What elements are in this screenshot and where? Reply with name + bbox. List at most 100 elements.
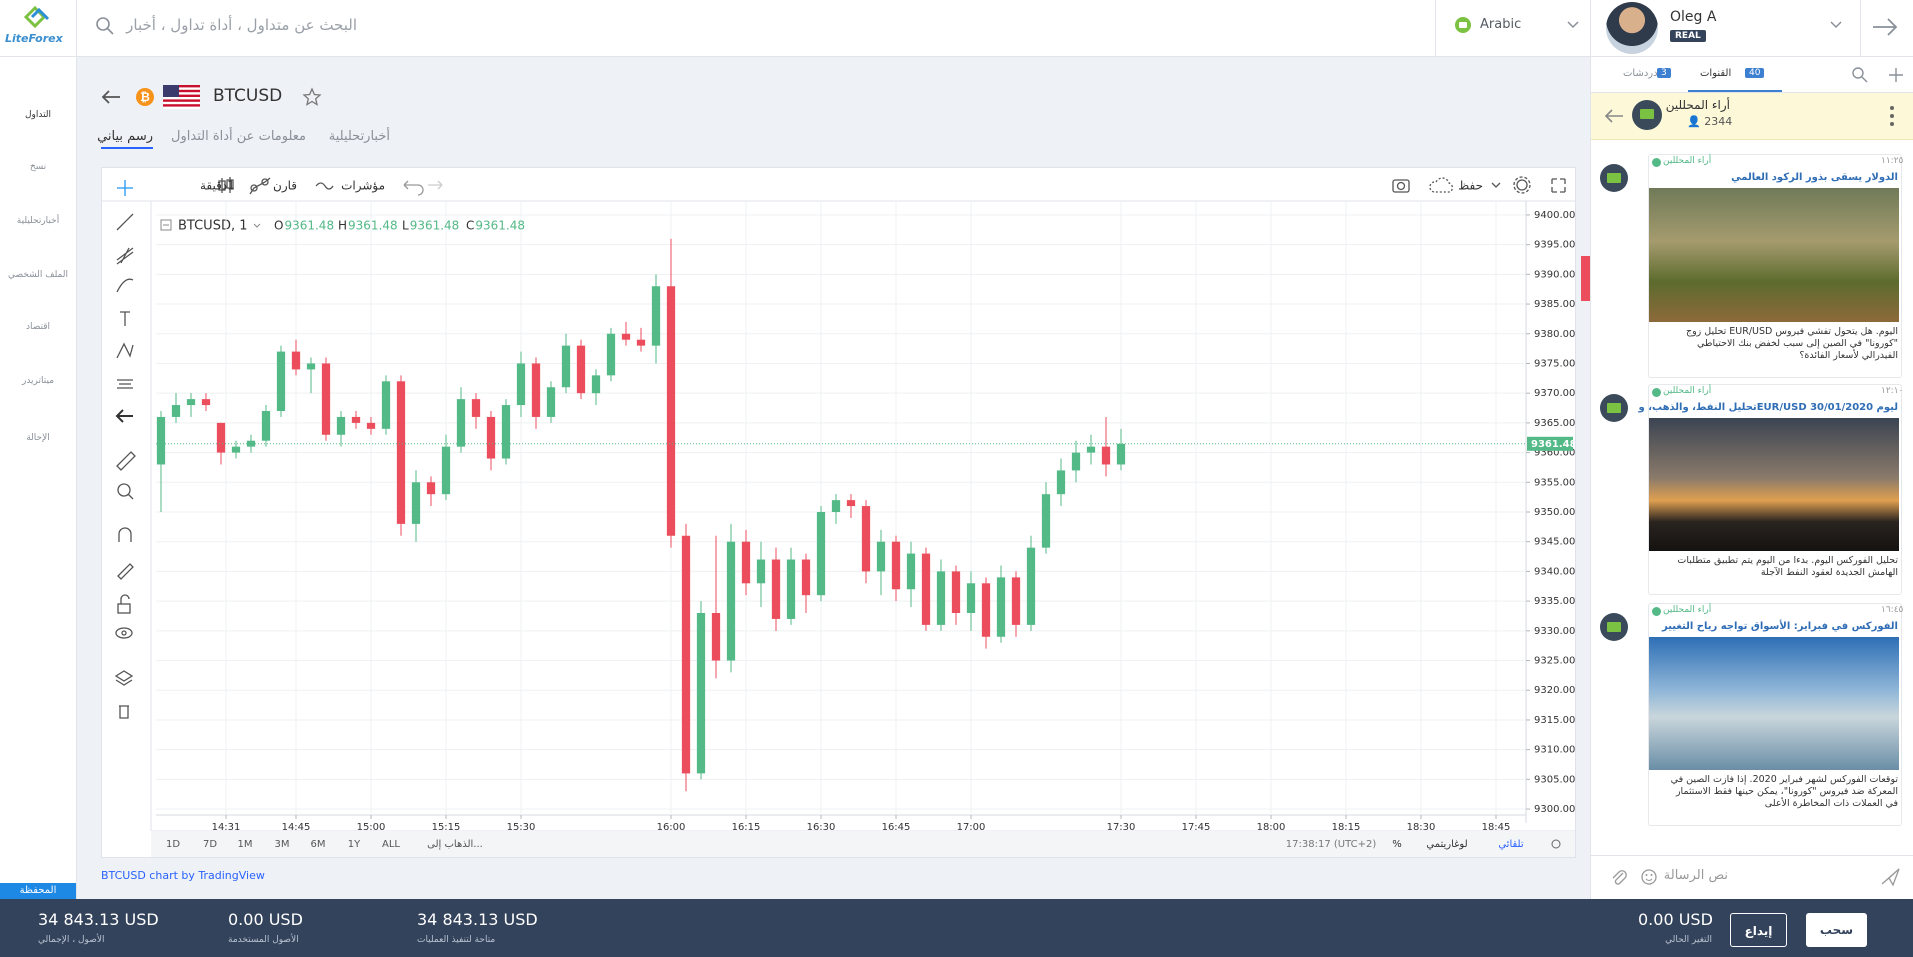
compare-button[interactable]: قارن	[273, 179, 297, 194]
nav-label[interactable]: اقتصاد	[25, 322, 51, 332]
ohlc-value: 9361.48	[348, 219, 398, 233]
candle-body	[246, 440, 256, 447]
chevron[interactable]	[1829, 20, 1843, 30]
candle-body	[501, 405, 511, 459]
nav-label[interactable]: أخبارتحليلية	[16, 216, 60, 226]
legend-toggle[interactable]	[160, 219, 172, 231]
emoji-icon[interactable]	[1639, 867, 1659, 887]
range-button[interactable]: 7D	[203, 839, 217, 850]
nav-label[interactable]: ميتاتريدر	[21, 376, 55, 386]
back-arrow[interactable]	[1603, 107, 1625, 125]
post-image[interactable]	[1649, 188, 1899, 322]
auto-toggle[interactable]: تلقائي	[1498, 839, 1524, 850]
range-button[interactable]: 6M	[311, 839, 326, 850]
post-time: ١١:٢٥	[1881, 156, 1904, 166]
candle-body	[846, 500, 856, 507]
top-toolbar-icons[interactable]	[218, 176, 1566, 196]
nav-label[interactable]: الإحالة	[26, 433, 50, 443]
post-title[interactable]: ليوم EUR/USD 30/01/2020تحليل النفط، والذ…	[1638, 402, 1899, 413]
back-arrow[interactable]	[100, 88, 122, 106]
candle-body	[231, 446, 241, 453]
candle-body	[516, 363, 526, 406]
add-chat[interactable]	[1887, 66, 1905, 84]
y-tick-label: 9310.00	[1534, 745, 1575, 756]
log-toggle[interactable]: لوغاريتمي	[1426, 839, 1467, 850]
candle-body	[621, 333, 631, 340]
tab[interactable]: رسم بياني	[97, 129, 153, 149]
verified-icon	[1652, 158, 1661, 167]
x-tick-label: 14:45	[282, 822, 311, 833]
drawing-tools[interactable]	[114, 180, 136, 719]
chat-search[interactable]	[1851, 66, 1869, 84]
candle-body	[261, 411, 271, 441]
y-tick-label: 9345.00	[1534, 537, 1575, 548]
range-button[interactable]: 1Y	[348, 839, 361, 850]
logout-icon[interactable]	[1870, 14, 1900, 40]
post-author: أراء المحللين	[1663, 386, 1712, 396]
chat-tab[interactable]: القنوات	[1700, 68, 1732, 79]
ohlc-label: L	[402, 219, 409, 233]
settings-icon[interactable]	[1551, 839, 1561, 849]
nav-label[interactable]: الملف الشخصي	[8, 270, 68, 280]
candle-body	[741, 541, 751, 584]
candle-body	[606, 333, 616, 376]
y-tick-label: 9380.00	[1534, 329, 1575, 340]
x-tick-label: 15:15	[432, 822, 461, 833]
sidebar: التداول نسخ أخبارتحليلية الملف الشخصي اقتصاد…	[0, 57, 77, 899]
nav-label[interactable]: التداول	[24, 110, 52, 120]
candle-body	[351, 416, 361, 423]
post-text: اليوم. هل يتحول تفشي فيروس EUR/USD تحليل…	[1685, 326, 1898, 337]
candle-body	[1071, 452, 1081, 471]
post-title[interactable]: الفوركس في فبراير: الأسواق تواجه رياح ال…	[1661, 621, 1898, 632]
post-image[interactable]	[1649, 637, 1899, 770]
y-tick-label: 9355.00	[1534, 477, 1575, 488]
portfolio-tab[interactable]: المحفظة	[0, 883, 76, 899]
candle-body	[1101, 446, 1111, 465]
chevron[interactable]	[1566, 20, 1580, 30]
range-button[interactable]: 3M	[275, 839, 290, 850]
save-button[interactable]: حفظ	[1458, 179, 1483, 193]
more-menu[interactable]	[1887, 105, 1897, 127]
post-text: الفيدرالي لأسعار الفائدة؟	[1799, 350, 1898, 361]
account-value: 34 843.13 USD	[38, 910, 159, 929]
tab[interactable]: معلومات عن أداة التداول	[171, 129, 306, 144]
account-badge: REAL	[1670, 30, 1706, 42]
interval-button[interactable]: 1دقيقة	[200, 179, 235, 193]
chevron[interactable]	[253, 223, 261, 228]
language[interactable]: Arabic	[1480, 17, 1522, 32]
range-button[interactable]: 1D	[166, 839, 180, 850]
account-button[interactable]: إيداع	[1730, 913, 1787, 947]
search-input[interactable]: البحث عن متداول ، أداة تداول ، أخبار	[126, 16, 357, 34]
candle-body	[906, 553, 916, 590]
credit-link[interactable]: BTCUSD chart by TradingView	[101, 869, 265, 882]
candle-body	[1041, 494, 1051, 548]
goto-button[interactable]: الذهاب إلى...	[427, 839, 483, 850]
range-button[interactable]: ALL	[382, 839, 400, 850]
tab[interactable]: أخبارتحليلية	[328, 129, 390, 144]
y-tick-label: 9300.00	[1534, 804, 1575, 815]
x-tick-label: 16:00	[657, 822, 686, 833]
attach-icon[interactable]	[1609, 867, 1629, 887]
indicators-button[interactable]: مؤشرات	[341, 179, 385, 194]
ohlc-label: C	[466, 219, 474, 233]
percent-toggle[interactable]: %	[1392, 839, 1402, 850]
post-image[interactable]	[1649, 418, 1899, 551]
range-button[interactable]: 1M	[238, 839, 253, 850]
avatar[interactable]	[1606, 2, 1658, 54]
account-button[interactable]: سحب	[1806, 913, 1867, 947]
chat-tab[interactable]: دردشات	[1623, 68, 1658, 79]
candle-body	[591, 375, 601, 394]
nav-label[interactable]: نسخ	[29, 162, 47, 172]
candle-body	[276, 351, 286, 411]
favorite-star[interactable]	[302, 87, 322, 107]
account-label: الأصول المستخدمة	[228, 935, 299, 945]
post-avatar-icon	[1607, 403, 1621, 413]
post-title[interactable]: الدولار يسقى بذور الركود العالمي	[1731, 172, 1898, 183]
message-input[interactable]: نص الرسالة	[1663, 868, 1728, 883]
y-tick-label: 9385.00	[1534, 299, 1575, 310]
candle-body	[441, 446, 451, 495]
clock[interactable]: 17:38:17 (UTC+2)	[1286, 839, 1377, 850]
send-icon[interactable]	[1879, 866, 1901, 888]
x-tick-label: 15:30	[507, 822, 536, 833]
search-icon[interactable]	[95, 16, 115, 36]
